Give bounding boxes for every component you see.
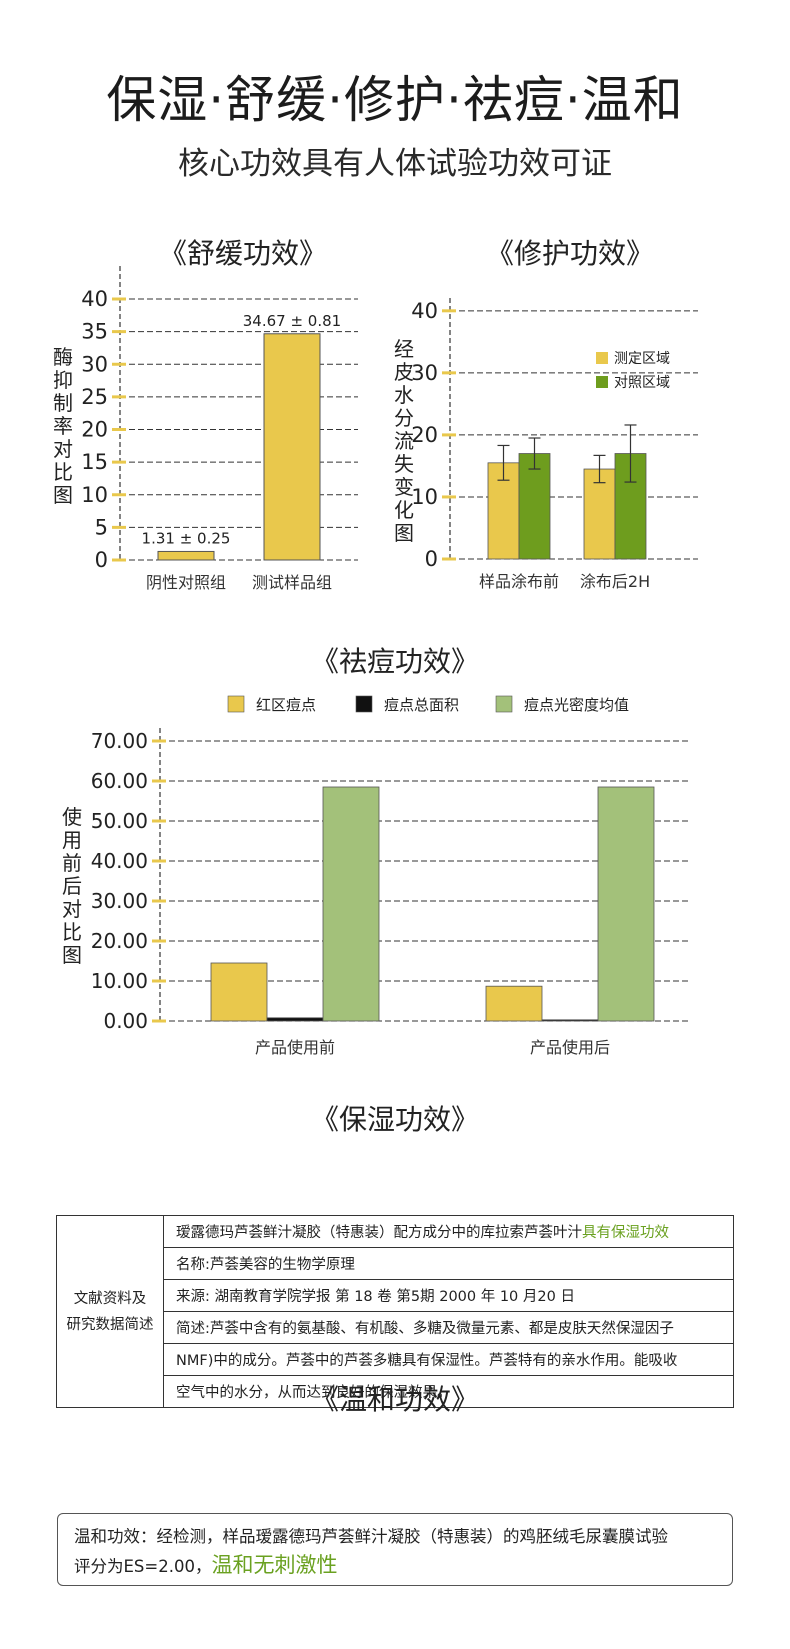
acne-legend-label: 红区痘点 bbox=[256, 696, 316, 714]
acne-bar bbox=[322, 786, 380, 1022]
acne-legend-swatch bbox=[227, 695, 245, 713]
repair-chart-title: 《修护功效》 bbox=[485, 237, 654, 270]
soothing-bar bbox=[263, 333, 321, 561]
soothing-chart-title: 《舒缓功效》 bbox=[158, 237, 327, 270]
repair-tick-label: 10 bbox=[411, 485, 438, 509]
soothing-tick-label: 15 bbox=[81, 450, 108, 474]
soothing-category-label: 阴性对照组 bbox=[146, 573, 226, 592]
repair-legend-label: 测定区域 bbox=[614, 351, 670, 367]
repair-tick-label: 0 bbox=[425, 547, 438, 571]
soothing-tick-label: 40 bbox=[81, 287, 108, 311]
acne-legend-swatch bbox=[355, 695, 373, 713]
acne-tick-label: 30.00 bbox=[91, 889, 148, 913]
acne-bar bbox=[541, 1019, 599, 1022]
acne-category-label: 产品使用后 bbox=[530, 1038, 610, 1057]
acne-tick-label: 20.00 bbox=[91, 929, 148, 953]
acne-tick-label: 10.00 bbox=[91, 969, 148, 993]
soothing-tick-label: 35 bbox=[81, 320, 108, 344]
mild-text-line2: 评分为ES=2.00，温和无刺激性 bbox=[74, 1551, 716, 1581]
acne-legend-label: 痘点光密度均值 bbox=[524, 696, 629, 714]
acne-bar bbox=[210, 962, 268, 1022]
acne-y-axis-label: 使用前后对比图 bbox=[62, 805, 82, 967]
soothing-data-label: 34.67 ± 0.81 bbox=[243, 312, 341, 330]
literature-label-cell: 文献资料及 研究数据简述 bbox=[56, 1215, 164, 1408]
repair-tick-label: 40 bbox=[411, 299, 438, 323]
repair-legend-label: 对照区域 bbox=[614, 375, 670, 391]
acne-bar bbox=[597, 786, 655, 1022]
acne-category-label: 产品使用前 bbox=[255, 1038, 335, 1057]
literature-row-ingredient: 瑷露德玛芦荟鲜汁凝胶（特惠装）配方成分中的库拉索芦荟叶汁具有保湿功效 bbox=[163, 1215, 734, 1248]
acne-tick-label: 50.00 bbox=[91, 809, 148, 833]
soothing-bar bbox=[157, 550, 215, 561]
mild-highlight: 温和无刺激性 bbox=[211, 1553, 338, 1577]
acne-bar bbox=[485, 985, 543, 1022]
repair-legend-swatch bbox=[596, 352, 608, 364]
soothing-category-label: 测试样品组 bbox=[252, 573, 332, 592]
soothing-y-axis-label: 酶抑制率对比图 bbox=[53, 345, 73, 507]
repair-bar bbox=[518, 453, 551, 560]
page-title: 保湿·舒缓·修护·祛痘·温和 bbox=[106, 71, 684, 129]
moisture-section-title: 《保湿功效》 bbox=[310, 1103, 479, 1136]
mild-text-line1: 温和功效：经检测，样品瑷露德玛芦荟鲜汁凝胶（特惠装）的鸡胚绒毛尿囊膜试验 bbox=[74, 1527, 668, 1546]
soothing-tick-label: 30 bbox=[81, 352, 108, 376]
acne-chart-title: 《祛痘功效》 bbox=[310, 645, 479, 678]
literature-row-name: 名称:芦荟美容的生物学原理 bbox=[163, 1247, 734, 1280]
soothing-bar-chart: 0 5 10 15 20 25 30 35 40 1.31 ± 0.25 阴性对照组 34.67 ± … bbox=[81, 266, 358, 592]
literature-label-line2: 研究数据简述 bbox=[66, 1316, 154, 1333]
acne-bar bbox=[266, 1017, 324, 1022]
repair-bar bbox=[583, 468, 616, 560]
literature-row-source: 来源: 湖南教育学院学报 第 18 卷 第5期 2000 年 10 月20 日 bbox=[163, 1279, 734, 1312]
repair-category-label: 样品涂布前 bbox=[479, 572, 559, 591]
page-subtitle: 核心功效具有人体试验功效可证 bbox=[178, 146, 612, 182]
acne-tick-label: 70.00 bbox=[91, 729, 148, 753]
soothing-tick-label: 25 bbox=[81, 385, 108, 409]
literature-row-summary-3: 空气中的水分，从而达到良好的保湿效果。 bbox=[163, 1375, 734, 1408]
soothing-tick-label: 10 bbox=[81, 483, 108, 507]
repair-tick-label: 30 bbox=[411, 361, 438, 385]
soothing-data-label: 1.31 ± 0.25 bbox=[142, 529, 231, 547]
soothing-tick-label: 20 bbox=[81, 418, 108, 442]
acne-legend-swatch bbox=[495, 695, 513, 713]
repair-legend-swatch bbox=[596, 376, 608, 388]
acne-legend-label: 痘点总面积 bbox=[384, 696, 459, 714]
acne-tick-label: 0.00 bbox=[103, 1009, 148, 1033]
ingredient-text: 瑷露德玛芦荟鲜汁凝胶（特惠装）配方成分中的库拉索芦荟叶汁 bbox=[176, 1225, 582, 1241]
moisture-highlight: 具有保湿功效 bbox=[582, 1225, 669, 1241]
repair-y-axis-label: 经皮水分流失变化图 bbox=[394, 337, 414, 545]
soothing-tick-label: 0 bbox=[95, 548, 108, 572]
literature-row-summary-1: 简述:芦荟中含有的氨基酸、有机酸、多糖及微量元素、都是皮肤天然保湿因子 bbox=[163, 1311, 734, 1344]
literature-row-summary-2: NMF)中的成分。芦荟中的芦荟多糖具有保湿性。芦荟特有的亲水作用。能吸收 bbox=[163, 1343, 734, 1376]
acne-bar-chart: 0.00 10.00 20.00 30.00 40.00 50.00 60.00 70.00 产… bbox=[91, 695, 690, 1057]
repair-category-label: 涂布后2H bbox=[580, 572, 650, 591]
literature-label-line1: 文献资料及 bbox=[73, 1290, 147, 1307]
repair-tick-label: 20 bbox=[411, 423, 438, 447]
moisture-literature-table: 文献资料及 研究数据简述 瑷露德玛芦荟鲜汁凝胶（特惠装）配方成分中的库拉索芦荟叶… bbox=[56, 1215, 734, 1408]
soothing-tick-label: 5 bbox=[95, 515, 108, 539]
mild-score-text: 评分为ES=2.00， bbox=[74, 1557, 212, 1576]
acne-tick-label: 40.00 bbox=[91, 849, 148, 873]
acne-tick-label: 60.00 bbox=[91, 769, 148, 793]
mild-result-box: 温和功效：经检测，样品瑷露德玛芦荟鲜汁凝胶（特惠装）的鸡胚绒毛尿囊膜试验 评分为… bbox=[57, 1513, 733, 1586]
mild-section-title: 《温和功效》 bbox=[310, 1383, 479, 1416]
